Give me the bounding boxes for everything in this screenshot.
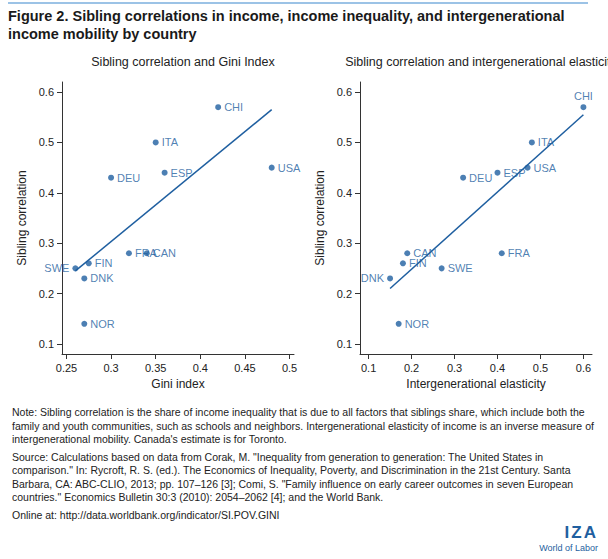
svg-text:0.1: 0.1 [39, 338, 54, 350]
svg-text:Intergenerational elasticity: Intergenerational elasticity [406, 377, 545, 391]
svg-text:0.5: 0.5 [337, 136, 352, 148]
svg-text:DNK: DNK [361, 272, 385, 284]
svg-text:DEU: DEU [117, 172, 140, 184]
svg-text:Sibling correlation: Sibling correlation [15, 170, 29, 265]
svg-text:0.35: 0.35 [145, 362, 166, 374]
svg-text:0.2: 0.2 [337, 288, 352, 300]
html-text:Online at: http://data.worldba: Online at: http://data.worldbank.org/ind… [12, 508, 280, 521]
html-text:IZA: IZA [564, 523, 598, 542]
svg-text:0.3: 0.3 [103, 362, 118, 374]
svg-text:0.6: 0.6 [39, 86, 54, 98]
svg-text:Sibling correlation: Sibling correlation [313, 170, 327, 265]
svg-text:0.6: 0.6 [576, 362, 591, 374]
html-text:Figure 2. Sibling correlations: Figure 2. Sibling correlations in income… [8, 8, 565, 42]
svg-text:0.1: 0.1 [361, 362, 376, 374]
svg-text:CAN: CAN [153, 247, 176, 259]
svg-text:0.4: 0.4 [193, 362, 208, 374]
svg-text:FIN: FIN [95, 257, 113, 269]
svg-text:0.2: 0.2 [39, 288, 54, 300]
svg-text:SWE: SWE [44, 262, 69, 274]
svg-text:FRA: FRA [134, 247, 157, 260]
svg-text:DEU: DEU [469, 172, 492, 184]
svg-text:CHI: CHI [574, 90, 593, 102]
html-text:Note: Sibling correlation is t: Note: Sibling correlation is the share o… [12, 406, 594, 445]
svg-text:ITA: ITA [537, 136, 555, 149]
svg-text:SWE: SWE [448, 262, 473, 274]
svg-text:CHI: CHI [224, 101, 243, 113]
svg-text:0.45: 0.45 [234, 362, 255, 374]
svg-text:FIN: FIN [409, 257, 427, 270]
svg-text:0.5: 0.5 [533, 362, 548, 374]
svg-text:ESP: ESP [170, 166, 193, 179]
svg-text:0.6: 0.6 [337, 86, 352, 98]
html-text:Source: Calculations based on: Source: Calculations based on data from … [12, 450, 574, 503]
html-text:World of Labor: World of Labor [539, 543, 598, 553]
svg-text:0.1: 0.1 [337, 338, 352, 350]
svg-text:0.4: 0.4 [39, 187, 54, 199]
svg-text:ITA: ITA [162, 136, 179, 148]
svg-text:CAN: CAN [413, 247, 437, 260]
svg-text:Sibling correlation and Gini I: Sibling correlation and Gini Index [91, 55, 275, 69]
svg-text:Sibling correlation and interg: Sibling correlation and intergenerationa… [345, 55, 608, 69]
svg-text:0.3: 0.3 [447, 362, 462, 374]
svg-text:NOR: NOR [405, 318, 430, 330]
svg-text:0.3: 0.3 [39, 237, 54, 249]
svg-text:0.2: 0.2 [404, 362, 419, 374]
svg-text:0.4: 0.4 [337, 187, 352, 199]
svg-text:0.5: 0.5 [39, 136, 54, 148]
svg-text:Gini index: Gini index [151, 377, 204, 391]
svg-text:USA: USA [534, 162, 557, 174]
svg-text:0.5: 0.5 [282, 362, 297, 374]
svg-text:ESP: ESP [503, 166, 526, 179]
svg-text:DNK: DNK [90, 272, 114, 284]
svg-text:0.25: 0.25 [56, 362, 77, 374]
svg-text:0.3: 0.3 [337, 237, 352, 249]
svg-text:FRA: FRA [508, 247, 531, 259]
svg-text:NOR: NOR [90, 318, 115, 330]
svg-text:0.4: 0.4 [490, 362, 505, 374]
svg-text:USA: USA [278, 162, 301, 174]
